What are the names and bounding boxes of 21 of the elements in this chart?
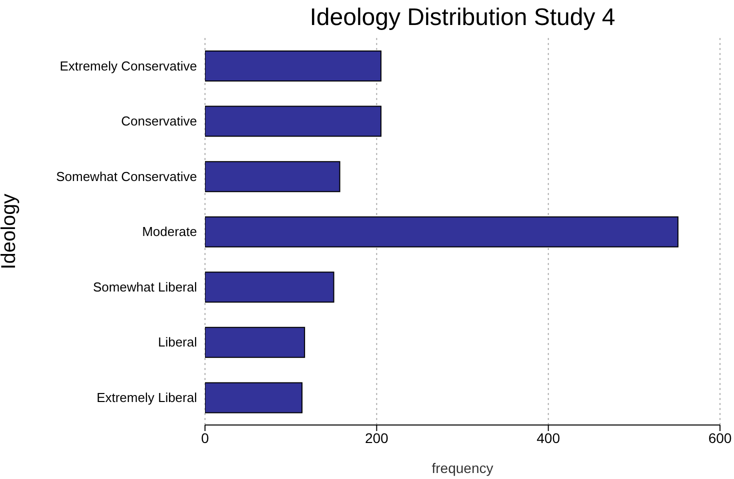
bar <box>205 272 334 303</box>
bar <box>205 106 382 137</box>
y-tick-label: Somewhat Conservative <box>56 168 197 184</box>
y-tick-label: Somewhat Liberal <box>92 279 198 294</box>
x-tick-label: 0 <box>201 430 210 446</box>
y-tick-label: Moderate <box>142 224 197 240</box>
y-tick-label: Conservative <box>121 114 197 129</box>
bar <box>205 382 302 414</box>
bar <box>205 216 678 248</box>
x-tick-label: 200 <box>364 430 389 446</box>
x-tick-label: 400 <box>536 430 560 446</box>
chart-title: Ideology Distribution Study 4 <box>308 4 616 32</box>
x-axis-title: frequency <box>432 460 494 476</box>
y-tick-label: Liberal <box>158 334 198 350</box>
bar <box>205 161 340 192</box>
y-tick-label: Extremely Liberal <box>96 390 198 405</box>
bar <box>205 326 306 358</box>
y-tick-label: Extremely Conservative <box>60 58 197 74</box>
bar <box>205 50 382 82</box>
x-tick-label: 600 <box>708 430 732 446</box>
y-axis-title: Ideology <box>0 194 20 270</box>
